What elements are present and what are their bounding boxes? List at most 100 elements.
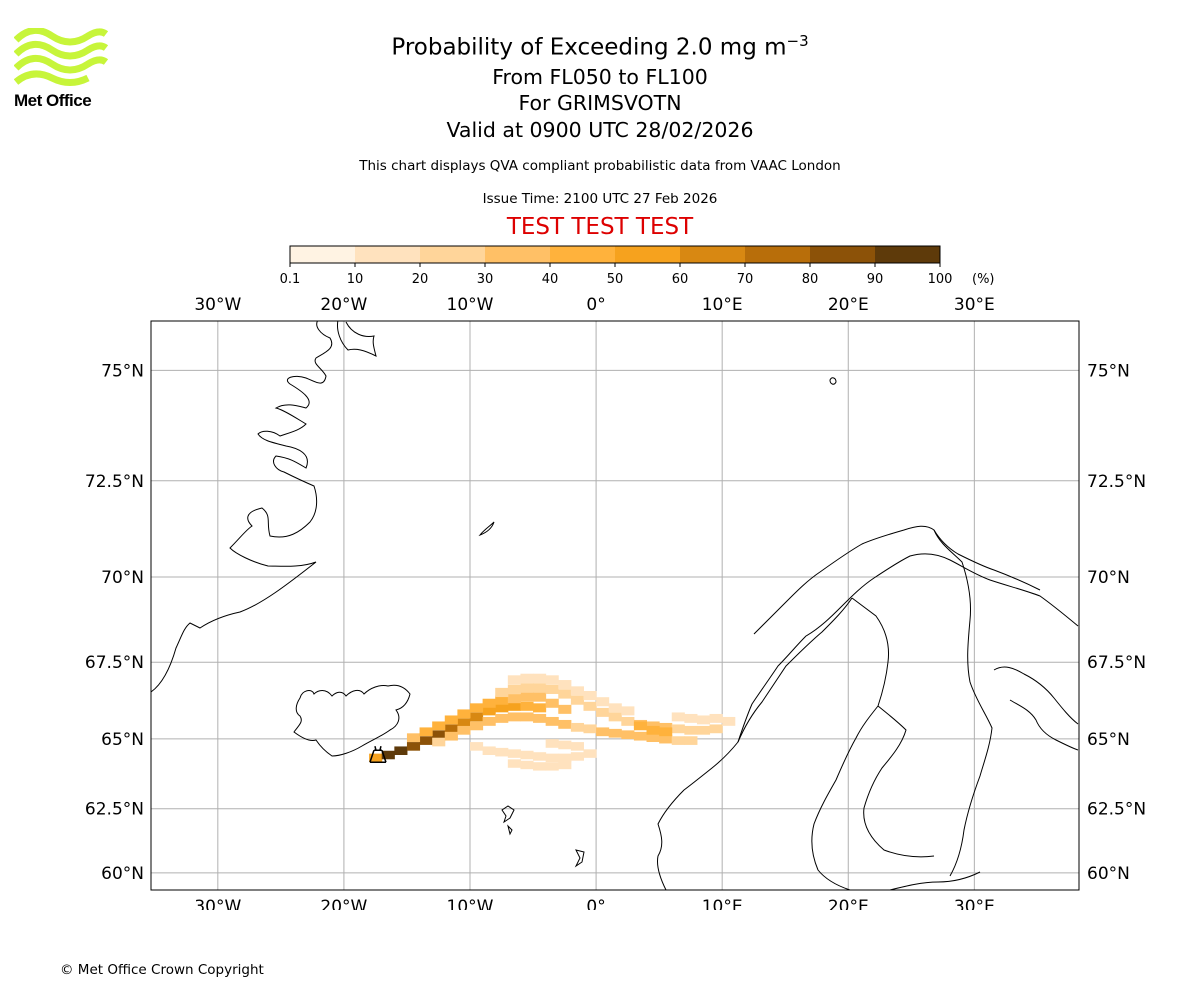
plume-cell bbox=[633, 731, 648, 741]
lat-label-left: 67.5°N bbox=[85, 653, 144, 673]
plume-cell bbox=[583, 724, 597, 734]
plume-cell bbox=[558, 760, 572, 770]
sweden-finland-border bbox=[851, 597, 889, 707]
plume-cell bbox=[470, 721, 484, 731]
lon-label-top: 30°E bbox=[954, 295, 995, 315]
gulf-of-bothnia bbox=[811, 705, 879, 890]
plume-cell bbox=[545, 762, 559, 771]
colorbar-tick-label: 40 bbox=[542, 272, 559, 287]
colorbar-swatch bbox=[615, 246, 680, 263]
met-office-logo: Met Office bbox=[13, 27, 110, 112]
lon-label-top: 0° bbox=[586, 295, 605, 315]
plume-cell bbox=[419, 727, 433, 737]
plume-cell bbox=[520, 701, 534, 711]
lon-label-bottom: 30°E bbox=[954, 897, 995, 910]
lon-label-bottom: 20°W bbox=[320, 897, 367, 910]
colorbar-swatch bbox=[875, 246, 940, 263]
plume-cell bbox=[558, 704, 572, 714]
plume-cell bbox=[533, 713, 547, 723]
colorbar-swatch bbox=[485, 246, 550, 263]
white-sea bbox=[1009, 699, 1079, 751]
plume-cell bbox=[520, 760, 534, 770]
plume-cell bbox=[583, 749, 597, 758]
lat-label-left: 72.5°N bbox=[85, 472, 144, 492]
plume-cell bbox=[558, 719, 572, 729]
colorbar-tick-label: 10 bbox=[347, 272, 364, 287]
norway-coast bbox=[657, 553, 1079, 890]
plume-cell bbox=[507, 675, 521, 685]
plume-cell bbox=[722, 716, 736, 726]
greenland-north bbox=[337, 321, 377, 357]
plume-cell bbox=[533, 762, 547, 771]
plume-cell bbox=[470, 742, 484, 751]
plume-cell bbox=[482, 746, 496, 755]
plume-cell bbox=[406, 733, 421, 743]
plume-cell bbox=[457, 718, 471, 728]
plume-cell bbox=[507, 694, 521, 704]
plume-cell bbox=[646, 721, 660, 731]
plume-cell bbox=[696, 725, 711, 735]
plume-cell bbox=[507, 701, 521, 711]
volcano-marker-icon bbox=[369, 746, 387, 763]
plume-cell bbox=[621, 706, 635, 716]
plume-cell bbox=[394, 746, 408, 755]
colorbar-swatch bbox=[420, 246, 485, 263]
plume-cell bbox=[495, 703, 509, 713]
plume-cell bbox=[533, 673, 547, 684]
colorbar-tick-label: 30 bbox=[477, 272, 494, 287]
plume-cell bbox=[520, 712, 534, 722]
colorbar-swatch bbox=[290, 246, 355, 263]
plume-cell bbox=[583, 690, 597, 701]
plume-cell bbox=[381, 750, 395, 760]
plume-cell bbox=[533, 752, 547, 761]
finland-west-coast bbox=[863, 705, 935, 858]
plume-cell bbox=[470, 703, 484, 713]
colorbar-swatches bbox=[290, 246, 940, 263]
plume-cell bbox=[671, 712, 685, 722]
kola-peninsula bbox=[993, 666, 1079, 725]
plume-cell bbox=[570, 742, 584, 751]
plume-cell bbox=[558, 740, 572, 750]
flight-levels: From FL050 to FL100 bbox=[492, 65, 708, 89]
lat-label-right: 60°N bbox=[1087, 864, 1130, 884]
volcano-name: For GRIMSVOTN bbox=[518, 91, 682, 115]
finland-russia-border bbox=[933, 529, 993, 877]
iceland-coast bbox=[293, 684, 411, 757]
plume-cell bbox=[520, 692, 534, 702]
colorbar-tick-label: 70 bbox=[737, 272, 754, 287]
plume-cell bbox=[558, 680, 572, 690]
lon-label-bottom: 20°E bbox=[828, 897, 869, 910]
issue-time: Issue Time: 2100 UTC 27 Feb 2026 bbox=[482, 191, 718, 207]
lon-label-top: 10°W bbox=[447, 295, 494, 315]
copyright: © Met Office Crown Copyright bbox=[60, 962, 264, 978]
plume-cell bbox=[406, 742, 421, 751]
plume-cell bbox=[659, 722, 673, 732]
plume-cell bbox=[646, 725, 660, 735]
colorbar-swatch bbox=[745, 246, 810, 263]
plume-cell bbox=[545, 716, 559, 726]
shetland bbox=[574, 849, 585, 868]
plume-cell bbox=[520, 750, 534, 760]
colorbar-tick-label: 90 bbox=[867, 272, 884, 287]
plume-cell bbox=[621, 716, 635, 726]
lat-label-left: 65°N bbox=[101, 730, 144, 750]
plume-cell bbox=[558, 689, 572, 699]
plume-cell bbox=[495, 747, 509, 757]
plume-cell bbox=[570, 695, 584, 705]
plume-cell bbox=[596, 707, 610, 717]
met-office-waves-icon bbox=[13, 27, 109, 86]
lon-label-top: 20°E bbox=[828, 295, 869, 315]
plume-cell bbox=[432, 730, 446, 740]
plume-cell bbox=[596, 727, 610, 737]
plume-cell bbox=[659, 727, 673, 737]
plume-cell bbox=[507, 759, 521, 768]
plume-cell bbox=[482, 698, 496, 708]
colorbar-tick-label: 100 bbox=[928, 272, 953, 287]
lat-label-left: 75°N bbox=[101, 361, 144, 381]
plume-cell bbox=[570, 752, 584, 761]
norway-sweden-border bbox=[737, 597, 853, 743]
plume-cell bbox=[533, 683, 547, 693]
plume-cell bbox=[545, 675, 559, 685]
plume-cell bbox=[419, 736, 433, 745]
plume-cell bbox=[520, 683, 534, 693]
